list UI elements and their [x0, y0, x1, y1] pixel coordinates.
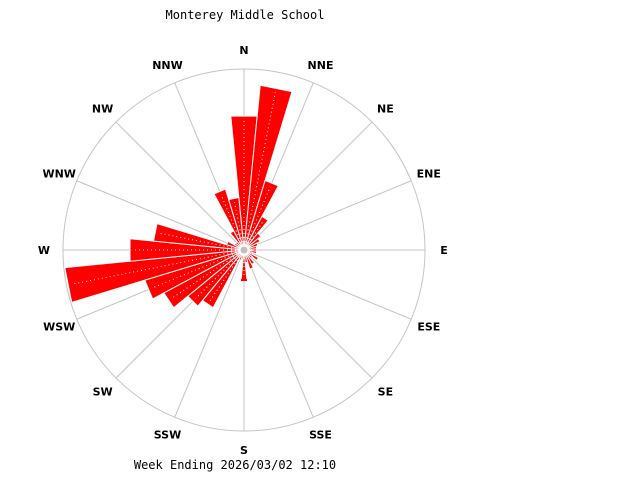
- direction-label-ESE: ESE: [417, 320, 440, 333]
- direction-label-SW: SW: [93, 385, 113, 398]
- direction-spoke-NE: [243, 121, 373, 251]
- direction-spoke-WNW: [76, 180, 245, 251]
- direction-label-NNW: NNW: [152, 59, 183, 72]
- wind-petal: [228, 196, 245, 251]
- direction-spoke-ESE: [243, 249, 412, 320]
- direction-spoke-SSW: [174, 249, 245, 418]
- center-dot: [240, 246, 248, 254]
- chart-title: Monterey Middle School: [166, 8, 325, 22]
- direction-spoke-SSE: [243, 249, 314, 418]
- direction-label-ENE: ENE: [417, 167, 441, 180]
- chart-footer: Week Ending 2026/03/02 12:10: [134, 458, 336, 472]
- outer-circle: [62, 68, 426, 432]
- direction-label-W: W: [38, 244, 50, 257]
- direction-label-SSW: SSW: [154, 429, 181, 442]
- direction-spoke-NW: [115, 121, 245, 251]
- direction-label-E: E: [440, 244, 448, 257]
- direction-spoke-SE: [243, 249, 373, 379]
- spoke-dash-overlay: [209, 256, 240, 302]
- direction-label-NNE: NNE: [308, 59, 334, 72]
- direction-label-SE: SE: [378, 385, 393, 398]
- direction-label-WNW: WNW: [42, 167, 75, 180]
- direction-label-NW: NW: [92, 102, 113, 115]
- direction-label-SSE: SSE: [309, 429, 332, 442]
- direction-label-NE: NE: [377, 102, 394, 115]
- rose-layers: N NNE NE ENE E ESE SE SSE S SSW SW WSW W WNW NW NNW: [38, 44, 448, 457]
- direction-label-WSW: WSW: [43, 320, 75, 333]
- spoke-dash-overlay: [234, 202, 243, 243]
- spoke-dash-overlay: [245, 92, 276, 243]
- spoke-dash-overlay: [248, 221, 264, 244]
- wind-petal: [152, 222, 245, 251]
- spoke-dash-overlay: [220, 194, 242, 243]
- direction-spoke-ENE: [243, 180, 412, 251]
- direction-label-S: S: [240, 444, 248, 457]
- direction-label-N: N: [239, 44, 248, 57]
